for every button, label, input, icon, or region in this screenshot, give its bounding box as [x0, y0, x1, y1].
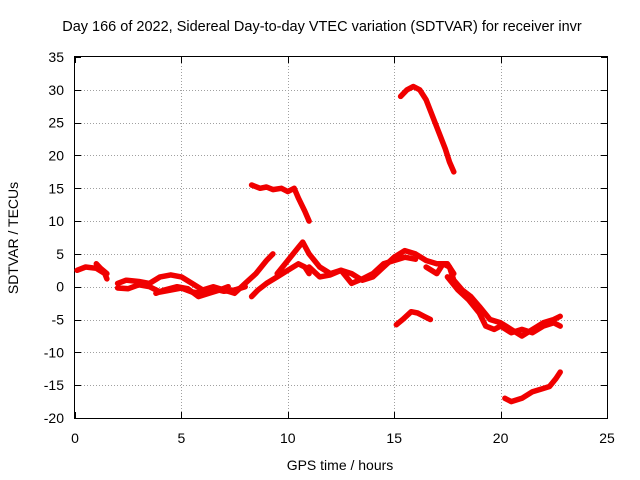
series-arc-10 [397, 83, 457, 175]
y-tick-label: -15 [44, 377, 64, 393]
axis-ticks: 0 5 10 15 20 25 -20 -15 -10 -5 0 5 10 15 20 25 30 35 [44, 49, 615, 446]
y-tick-label: -5 [52, 312, 65, 328]
plot-frame [74, 56, 608, 419]
series-arc-9 [248, 182, 312, 224]
series-arc-14 [502, 369, 563, 405]
x-axis-label: GPS time / hours [287, 457, 394, 473]
y-tick-label: -10 [44, 344, 64, 360]
x-tick-label: 10 [280, 430, 296, 446]
y-tick-label: -20 [44, 410, 64, 426]
series-arc-5 [153, 283, 231, 300]
series-arc-3 [114, 251, 276, 297]
y-tick-label: 10 [48, 213, 64, 229]
chart-title: Day 166 of 2022, Sidereal Day-to-day VTE… [62, 19, 582, 35]
grid [75, 57, 607, 418]
y-tick-label: 30 [48, 82, 64, 98]
y-tick-label: 35 [48, 49, 64, 65]
x-tick-label: 5 [178, 430, 186, 446]
y-tick-label: 15 [48, 180, 64, 196]
x-tick-label: 15 [386, 430, 402, 446]
y-tick-label: 0 [56, 279, 64, 295]
y-tick-label: 20 [48, 147, 64, 163]
y-tick-label: 5 [56, 246, 64, 262]
x-tick-label: 20 [493, 430, 509, 446]
series-arc-6 [248, 261, 312, 300]
x-tick-label: 25 [599, 430, 615, 446]
series-arc-13 [444, 274, 563, 336]
x-tick-label: 0 [71, 430, 79, 446]
y-axis-label: SDTVAR / TECUs [5, 182, 21, 294]
series-arc-8 [306, 254, 419, 287]
series-layer [74, 83, 563, 405]
series-arc-11 [393, 308, 434, 328]
series-arc-2 [93, 261, 110, 277]
y-tick-label: 25 [48, 115, 64, 131]
series-arc-12 [423, 261, 563, 339]
